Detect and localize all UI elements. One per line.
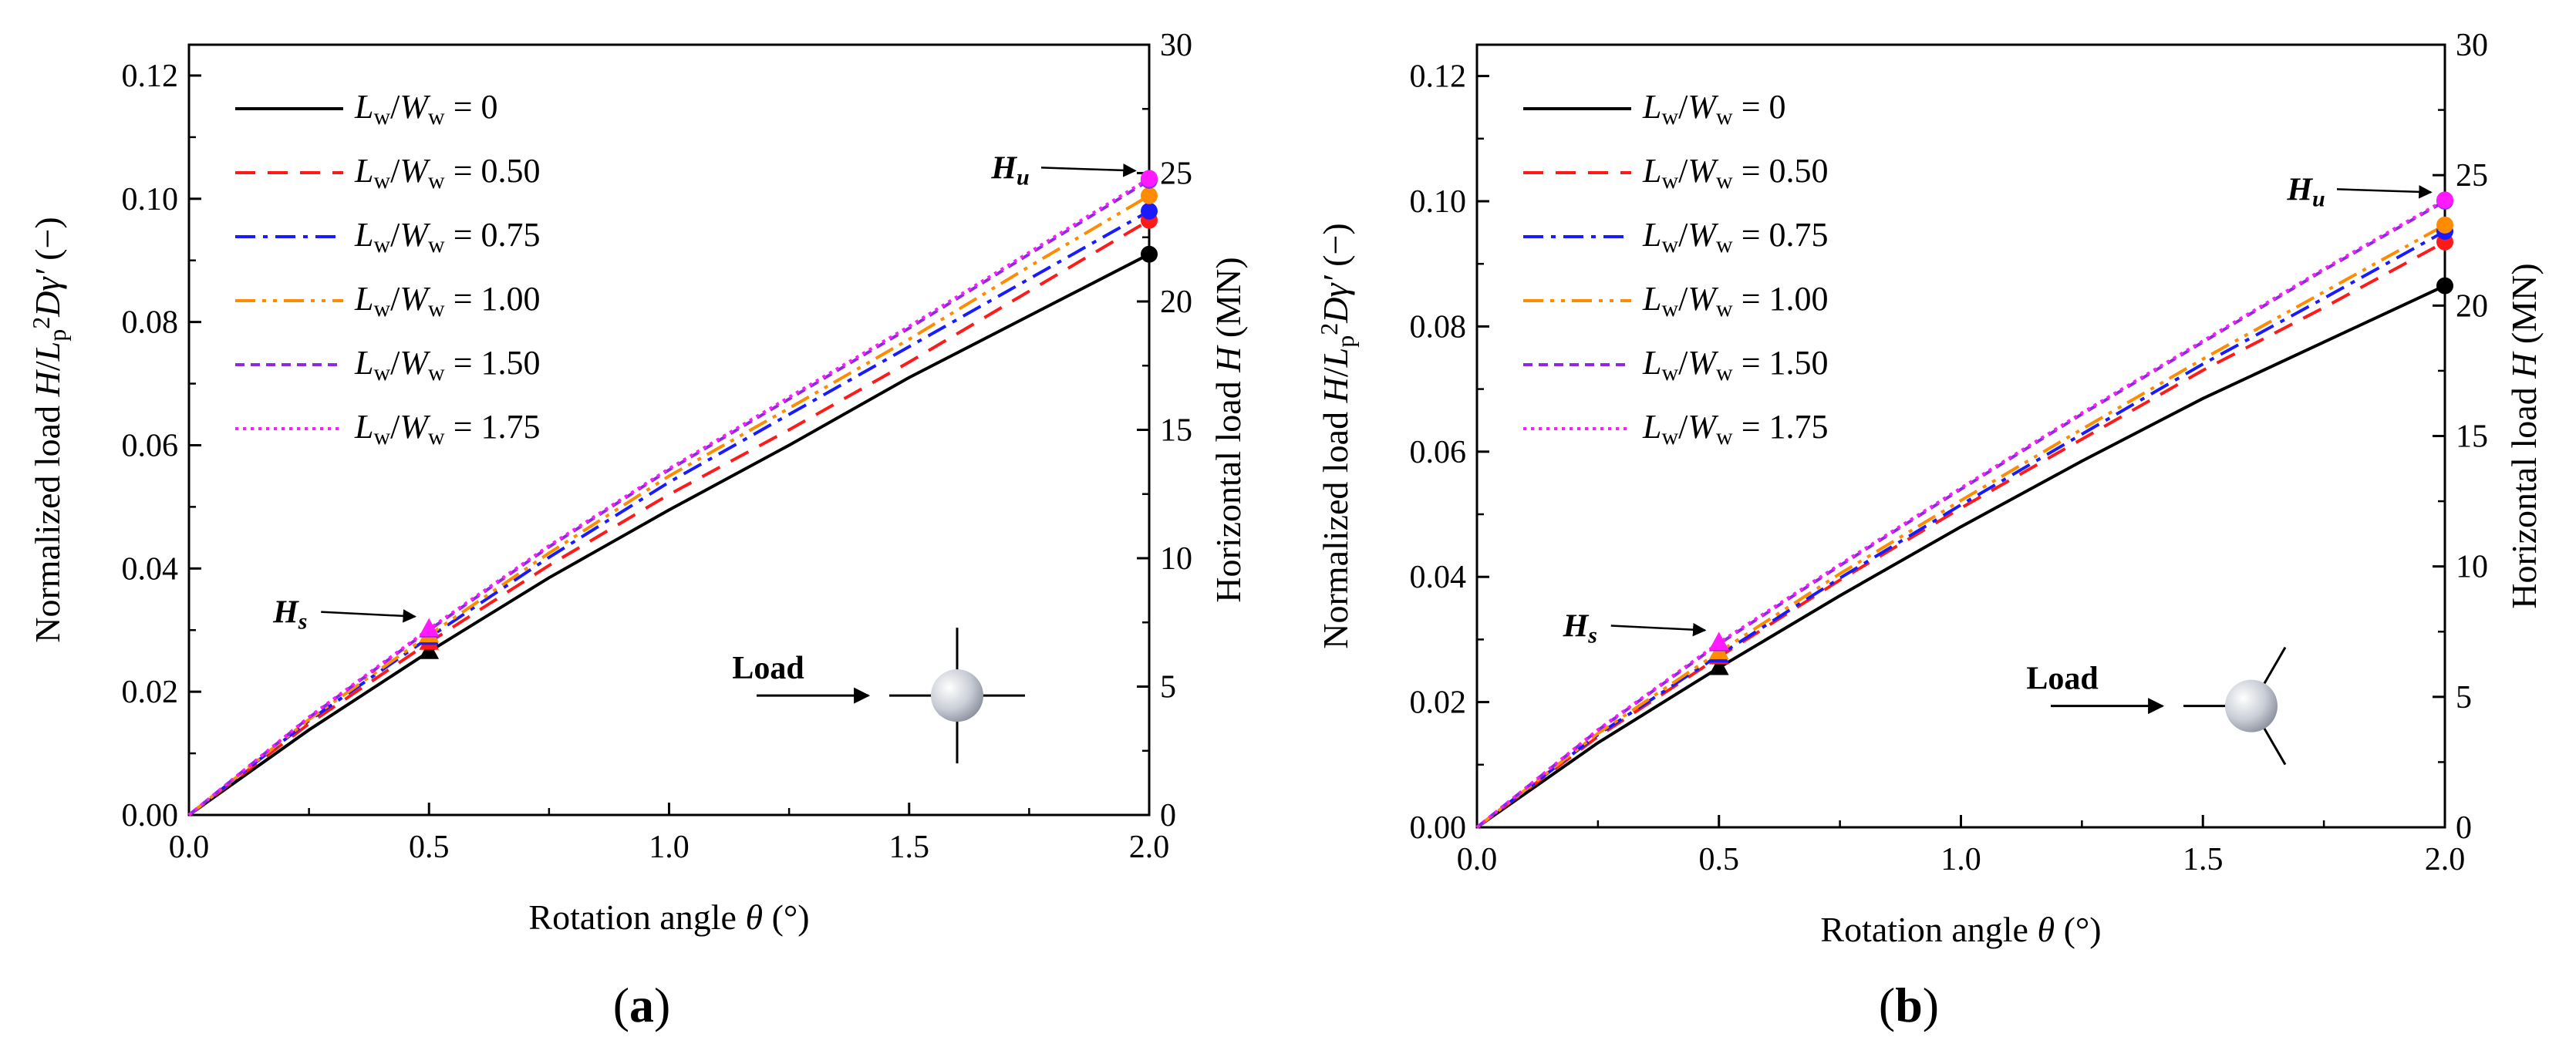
y2-tick-label: 15 — [1160, 413, 1192, 449]
legend-label-4: Lw/Ww = 1.50 — [354, 344, 541, 386]
series-line-0 — [187, 252, 1150, 817]
y-axis-label: Normalized load H/Lp2Dγ′ (−) — [1315, 223, 1359, 648]
legend-label-0: Lw/Ww = 0 — [1642, 88, 1786, 130]
y2-tick-label: 30 — [2456, 28, 2488, 63]
legend-label-2: Lw/Ww = 0.75 — [354, 216, 541, 258]
legend-label-3: Lw/Ww = 1.00 — [354, 280, 541, 322]
hu-arrow — [2336, 185, 2433, 199]
y2-tick-label: 25 — [1160, 157, 1192, 192]
series-line-1 — [1475, 241, 2446, 829]
series-line-2 — [1475, 230, 2446, 829]
legend-label-5: Lw/Ww = 1.75 — [1642, 408, 1829, 450]
y-tick-label: 0.08 — [1410, 309, 1467, 345]
series-line-5 — [187, 177, 1151, 817]
hs-marker-0 — [1708, 656, 1729, 675]
y-tick-label: 0.12 — [122, 59, 179, 94]
series-line-4 — [1475, 200, 2446, 829]
series-line-3 — [187, 194, 1151, 817]
x-tick-label: 0.0 — [1457, 842, 1498, 877]
hu-marker-2 — [1141, 202, 1158, 220]
y2-tick-label: 15 — [2456, 419, 2488, 455]
y2-axis-label: Horizontal load H (MN) — [1209, 257, 1248, 602]
y-tick-label: 0.02 — [1410, 685, 1467, 721]
x-tick-label: 0.0 — [169, 830, 210, 865]
y-tick-label: 0.08 — [122, 305, 179, 341]
pile-section — [931, 669, 983, 722]
hu-marker-0 — [2436, 277, 2453, 295]
load-label: Load — [2026, 662, 2098, 697]
hs-arrow — [321, 609, 416, 623]
subfigure-label: (a) — [613, 978, 671, 1032]
y2-tick-label: 20 — [2456, 288, 2488, 324]
y2-tick-label: 5 — [1160, 670, 1176, 705]
x-axis-label: Rotation angle θ (°) — [528, 897, 809, 937]
x-tick-label: 0.5 — [409, 830, 450, 865]
hs-marker-5 — [419, 618, 440, 637]
y-tick-label: 0.10 — [1410, 184, 1467, 220]
x-axis-label: Rotation angle θ (°) — [1820, 910, 2101, 949]
y2-tick-label: 5 — [2456, 680, 2472, 716]
hu-annotation: Hu — [990, 150, 1029, 190]
y-tick-label: 0.06 — [1410, 435, 1467, 470]
y-tick-label: 0.00 — [1410, 810, 1467, 846]
hu-marker-0 — [1141, 245, 1158, 263]
legend-label-3: Lw/Ww = 1.00 — [1642, 280, 1829, 322]
hs-annotation: Hs — [272, 595, 307, 635]
series-line-4 — [187, 179, 1151, 817]
legend-label-4: Lw/Ww = 1.50 — [1642, 344, 1829, 386]
hu-annotation: Hu — [2286, 172, 2325, 211]
panel-b: 0.0 0.5 1.0 1.5 2.0 0.00 0.02 0.04 0.06 0.08 0.10 0… — [1315, 28, 2544, 1032]
load-label: Load — [732, 651, 804, 686]
x-tick-label: 2.0 — [2425, 842, 2466, 877]
x-tick-label: 1.0 — [649, 830, 690, 865]
y2-tick-label: 10 — [2456, 550, 2488, 585]
hs-marker-0 — [419, 641, 440, 659]
hu-marker-5 — [1141, 170, 1158, 187]
y-axis-label: Normalized load H/Lp2Dγ′ (−) — [27, 217, 71, 642]
hu-marker-5 — [2436, 191, 2453, 209]
legend-label-1: Lw/Ww = 0.50 — [354, 152, 541, 194]
hu-marker-3 — [1141, 187, 1158, 204]
y-tick-label: 0.10 — [122, 182, 179, 217]
plot-frame — [1475, 43, 2446, 829]
y-tick-label: 0.04 — [122, 551, 179, 587]
pile-section — [2225, 679, 2278, 732]
y2-tick-label: 0 — [1160, 798, 1176, 833]
x-tick-label: 1.5 — [2183, 842, 2224, 877]
y-tick-label: 0.02 — [122, 675, 179, 710]
panel-a: 0.0 0.5 1.0 1.5 2.0 0.00 0.02 0.04 0.06 0.08 0.10 0… — [27, 28, 1248, 1032]
hs-marker-5 — [1708, 631, 1729, 650]
hs-annotation: Hs — [1563, 608, 1597, 648]
x-tick-label: 0.5 — [1699, 842, 1740, 877]
y2-tick-label: 25 — [2456, 158, 2488, 194]
y-tick-label: 0.06 — [122, 428, 179, 463]
y2-tick-label: 10 — [1160, 541, 1192, 577]
y-tick-label: 0.04 — [1410, 560, 1467, 595]
y2-tick-label: 30 — [1160, 28, 1192, 63]
subfigure-label: (b) — [1879, 978, 1939, 1032]
series-line-3 — [1475, 224, 2446, 829]
legend-label-2: Lw/Ww = 0.75 — [1642, 216, 1829, 258]
series-line-1 — [187, 219, 1151, 817]
y-tick-label: 0.00 — [122, 798, 179, 833]
y2-axis-label: Horizontal load H (MN) — [2504, 263, 2544, 608]
x-tick-label: 2.0 — [1129, 830, 1170, 865]
hu-arrow — [1040, 163, 1137, 177]
legend-label-0: Lw/Ww = 0 — [354, 88, 498, 130]
hu-marker-3 — [2436, 216, 2453, 234]
legend-label-5: Lw/Ww = 1.75 — [354, 408, 541, 450]
series-line-0 — [1475, 284, 2446, 829]
y-tick-label: 0.12 — [1410, 59, 1467, 95]
y2-tick-label: 20 — [1160, 285, 1192, 320]
hs-arrow — [1610, 622, 1707, 637]
series-line-5 — [1475, 198, 2446, 829]
x-tick-label: 1.0 — [1940, 842, 1981, 877]
x-tick-label: 1.5 — [889, 830, 930, 865]
legend-label-1: Lw/Ww = 0.50 — [1642, 152, 1829, 194]
y2-tick-label: 0 — [2456, 810, 2472, 846]
